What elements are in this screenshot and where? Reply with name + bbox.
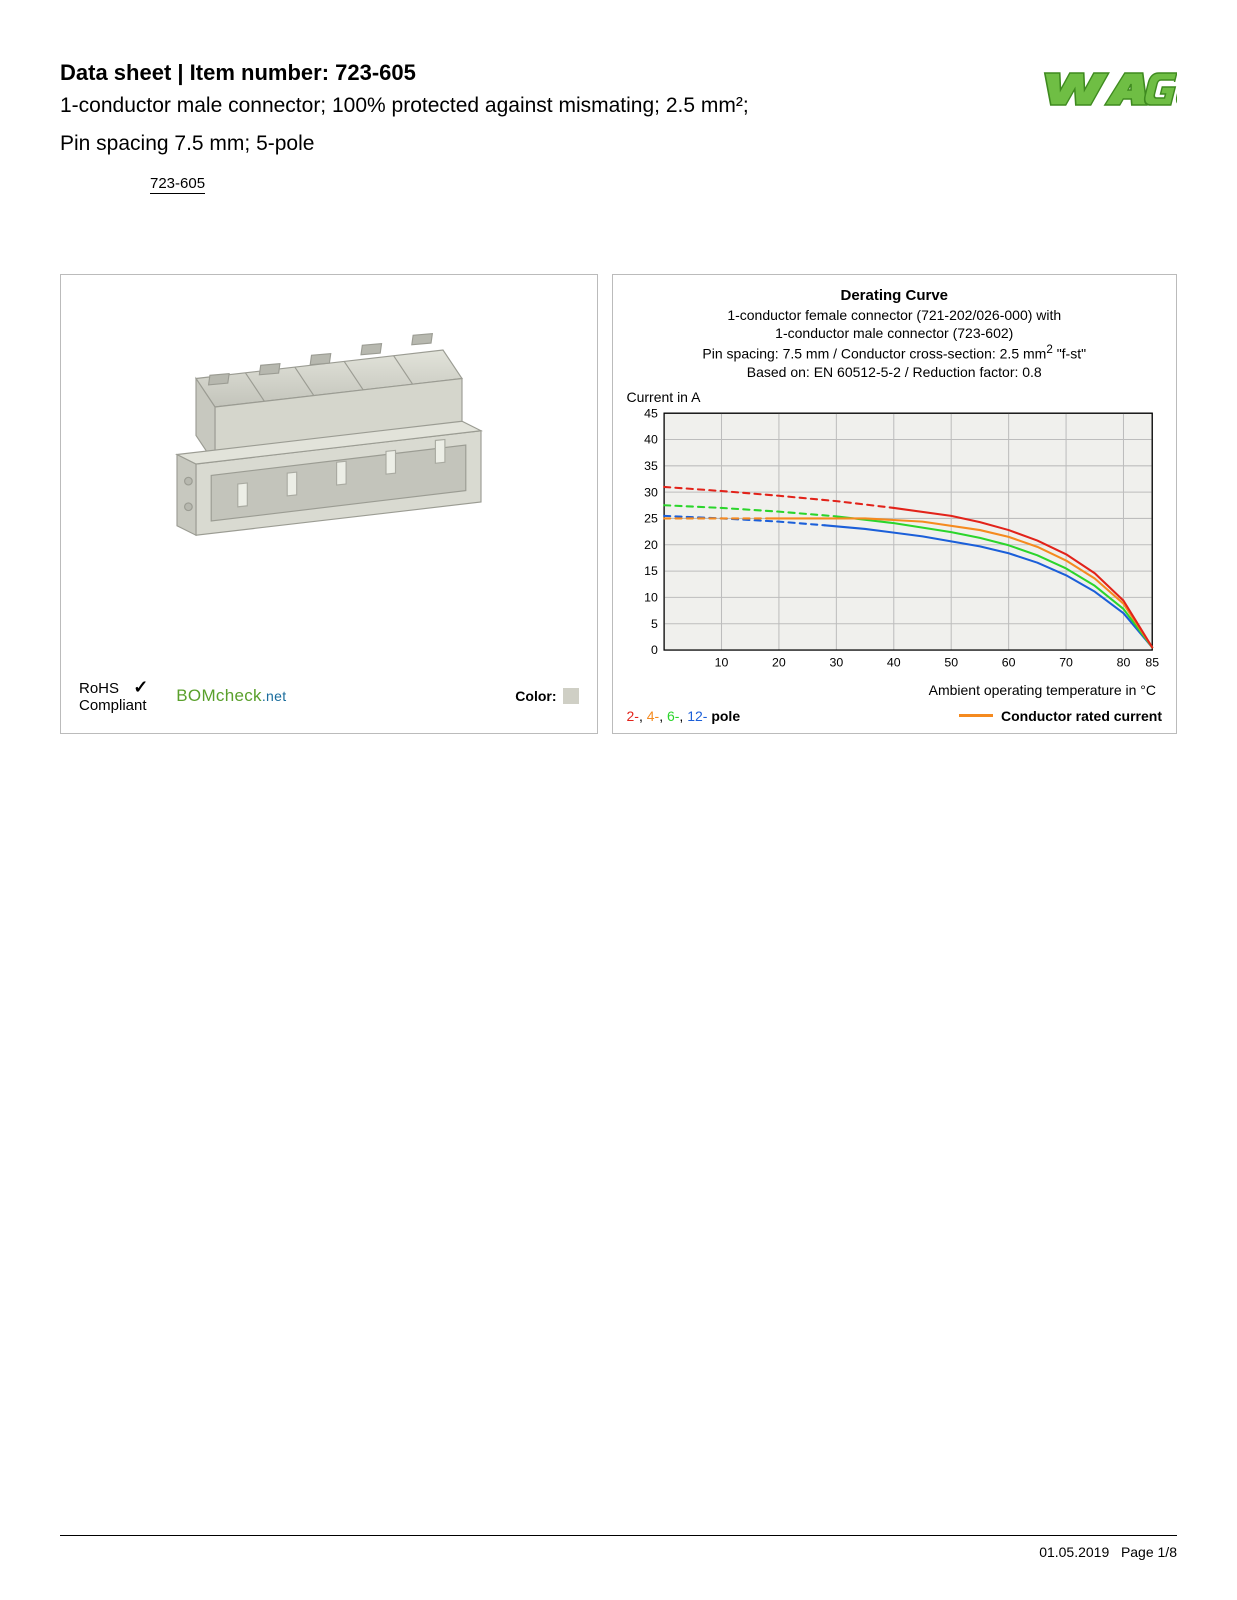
legend-6pole: 6- bbox=[667, 708, 679, 724]
product-image-panel: RoHS ✓ Compliant BOMcheck.net Color: bbox=[60, 274, 598, 734]
bomcheck-logo: BOMcheck.net bbox=[176, 686, 286, 706]
svg-text:60: 60 bbox=[1001, 656, 1015, 670]
svg-text:0: 0 bbox=[651, 643, 658, 657]
chart-sub-3: Pin spacing: 7.5 mm / Conductor cross-se… bbox=[627, 342, 1163, 363]
title-item-number: 723-605 bbox=[335, 60, 416, 85]
rohs-compliant-label: RoHS ✓ Compliant bbox=[79, 677, 148, 715]
check-icon: ✓ bbox=[133, 677, 148, 698]
conductor-line-icon bbox=[959, 714, 993, 717]
legend-12pole: 12- bbox=[687, 708, 707, 724]
svg-text:50: 50 bbox=[944, 656, 958, 670]
chart-sub-2: 1-conductor male connector (723-602) bbox=[627, 324, 1163, 342]
title-sep: | bbox=[171, 60, 189, 85]
subtitle-line-2: Pin spacing 7.5 mm; 5-pole bbox=[60, 130, 1027, 158]
color-label: Color: bbox=[515, 688, 556, 704]
wago-logo bbox=[1027, 64, 1177, 114]
product-illustration bbox=[139, 312, 519, 597]
svg-text:20: 20 bbox=[644, 538, 658, 552]
chart-sub-4: Based on: EN 60512-5-2 / Reduction facto… bbox=[627, 363, 1163, 381]
svg-text:45: 45 bbox=[644, 407, 658, 420]
svg-text:40: 40 bbox=[644, 433, 658, 447]
svg-text:15: 15 bbox=[644, 564, 658, 578]
derating-chart-panel: Derating Curve 1-conductor female connec… bbox=[612, 274, 1178, 734]
page-title: Data sheet | Item number: 723-605 bbox=[60, 60, 1027, 86]
legend-2pole: 2- bbox=[627, 708, 639, 724]
chart-x-label: Ambient operating temperature in °C bbox=[627, 682, 1163, 698]
svg-text:30: 30 bbox=[644, 485, 658, 499]
color-swatch bbox=[563, 688, 579, 704]
title-prefix: Data sheet bbox=[60, 60, 171, 85]
svg-text:70: 70 bbox=[1059, 656, 1073, 670]
svg-text:85: 85 bbox=[1145, 656, 1159, 670]
conductor-label: Conductor rated current bbox=[1001, 708, 1162, 724]
conductor-legend: Conductor rated current bbox=[959, 708, 1162, 724]
color-indicator: Color: bbox=[515, 688, 578, 704]
svg-text:25: 25 bbox=[644, 512, 658, 526]
item-number-link[interactable]: 723-605 bbox=[150, 175, 205, 194]
svg-text:5: 5 bbox=[651, 617, 658, 631]
subtitle-line-1: 1-conductor male connector; 100% protect… bbox=[60, 92, 1027, 120]
svg-text:10: 10 bbox=[644, 591, 658, 605]
rohs-text: RoHS bbox=[79, 680, 119, 697]
pole-legend: 2-, 4-, 6-, 12- pole bbox=[627, 708, 741, 724]
bomcheck-net: .net bbox=[262, 688, 287, 704]
page-footer: 01.05.2019 Page 1/8 bbox=[60, 1535, 1177, 1560]
chart-y-label: Current in A bbox=[627, 389, 1163, 405]
svg-text:10: 10 bbox=[714, 656, 728, 670]
footer-date: 01.05.2019 bbox=[1039, 1544, 1109, 1560]
svg-text:40: 40 bbox=[886, 656, 900, 670]
svg-text:80: 80 bbox=[1116, 656, 1130, 670]
derating-chart: 0 5 10 15 20 25 30 35 40 45 10 20 30 40 50 60 70 80 85 bbox=[627, 407, 1163, 675]
svg-text:20: 20 bbox=[772, 656, 786, 670]
svg-text:35: 35 bbox=[644, 459, 658, 473]
bomcheck-main: BOMcheck bbox=[176, 686, 262, 705]
footer-page: Page 1/8 bbox=[1121, 1544, 1177, 1560]
title-item-label: Item number: bbox=[190, 60, 335, 85]
chart-sub-1: 1-conductor female connector (721-202/02… bbox=[627, 306, 1163, 324]
legend-4pole: 4- bbox=[647, 708, 659, 724]
svg-text:30: 30 bbox=[829, 656, 843, 670]
chart-title: Derating Curve bbox=[627, 287, 1163, 304]
compliant-text: Compliant bbox=[79, 697, 147, 714]
